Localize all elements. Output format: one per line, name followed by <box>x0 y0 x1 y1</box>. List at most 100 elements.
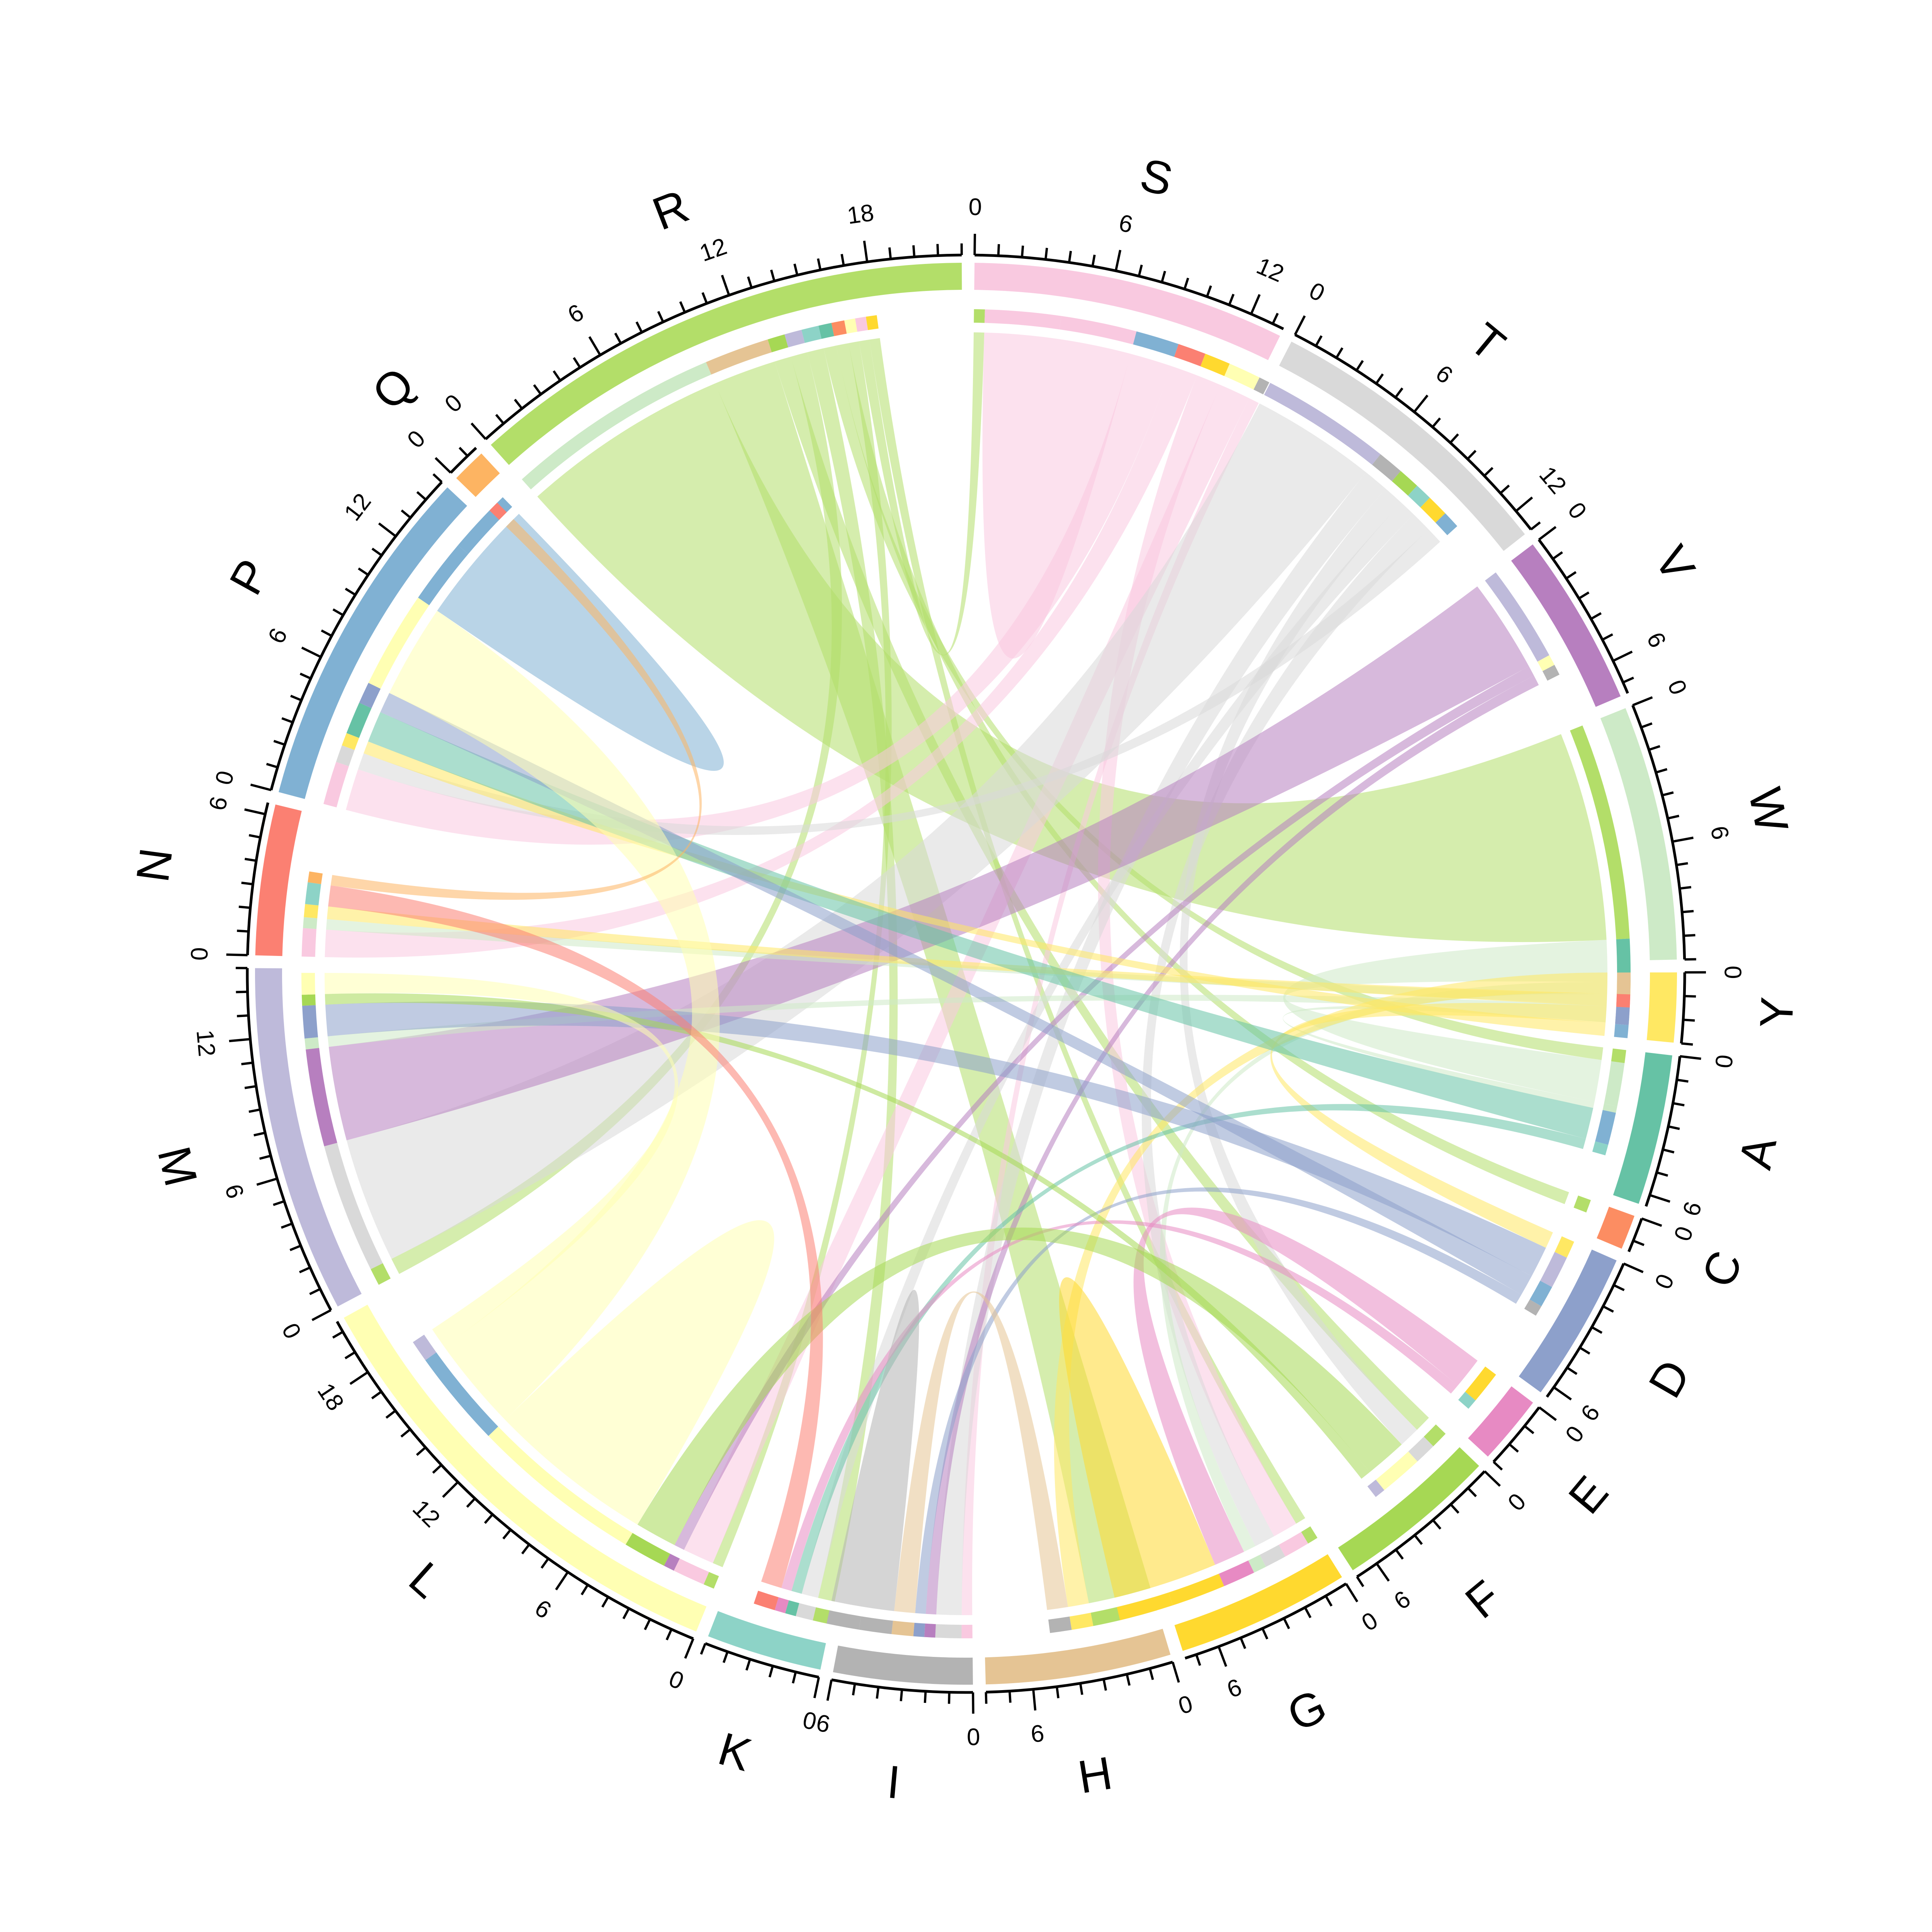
sector-label-Q: Q <box>362 357 424 420</box>
tick-R-14 <box>770 269 776 282</box>
tick-M-6 <box>256 1177 278 1186</box>
tick-S-4 <box>1068 251 1072 263</box>
tick-F-5 <box>1395 1549 1404 1560</box>
sector-label-S: S <box>1135 148 1177 206</box>
tick-S-12 <box>1250 294 1261 315</box>
tick-label-D-6: 6 <box>1576 1400 1605 1426</box>
axis-T <box>1294 333 1532 531</box>
link-band-R-S <box>855 316 868 332</box>
tick-D-3 <box>1591 1326 1603 1334</box>
link-band-G-T <box>1260 1544 1286 1567</box>
tick-label-T-0: 0 <box>1305 277 1329 307</box>
ribbon-L-L <box>505 1220 774 1525</box>
ribbon-S-S <box>982 332 1131 659</box>
ribbon-T-F <box>1180 488 1417 1445</box>
tick-G-2 <box>1304 1607 1312 1618</box>
link-band-L-V <box>664 1553 680 1571</box>
tick-F-2 <box>1450 1503 1459 1514</box>
tick-Q-0 <box>434 457 452 474</box>
tick-F-4 <box>1413 1534 1423 1545</box>
tick-M-13 <box>237 1014 249 1017</box>
link-band-G-G <box>1117 1592 1173 1621</box>
sector-V <box>1511 544 1621 707</box>
link-band-R-M <box>784 330 805 348</box>
link-band-R-A <box>818 323 834 339</box>
tick-P-4 <box>290 695 302 702</box>
tick-T-9 <box>1466 450 1477 460</box>
tick-V-6 <box>1612 650 1633 662</box>
link-band-P-A <box>346 702 372 738</box>
tick-P-0 <box>250 783 272 791</box>
link-band-H-Y <box>1070 1612 1094 1630</box>
sector-D <box>1519 1249 1617 1393</box>
tick-R-11 <box>701 292 708 304</box>
tick-K-1 <box>792 1672 797 1684</box>
link-band-N-W <box>303 917 318 929</box>
tick-T-11 <box>1500 485 1510 494</box>
tick-R-8 <box>635 321 643 333</box>
tick-R-3 <box>533 384 542 395</box>
tick-G-0 <box>1345 1583 1359 1602</box>
tick-K-5 <box>700 1643 707 1655</box>
link-band-D-P <box>1529 1281 1552 1306</box>
link-band-P-P <box>418 545 468 605</box>
tick-A-4 <box>1662 1148 1675 1154</box>
tick-N-5 <box>248 834 261 839</box>
sector-label-N: N <box>126 845 182 885</box>
axis-N <box>246 802 269 955</box>
link-band-C-R <box>1573 1195 1591 1213</box>
axis-E <box>1492 1406 1541 1463</box>
link-band-P-D <box>359 683 381 708</box>
link-band-R-C <box>831 320 847 336</box>
link-band-A-K <box>1592 1141 1609 1156</box>
tick-label-V-6: 6 <box>1641 628 1671 652</box>
tick-L-11 <box>466 1498 476 1508</box>
tick-T-13 <box>1530 521 1541 531</box>
axis-S <box>975 253 1284 330</box>
tick-R-12 <box>721 275 730 296</box>
tick-S-2 <box>1020 245 1024 257</box>
link-band-A-W <box>1602 1104 1617 1113</box>
link-band-V-L <box>1537 655 1554 671</box>
tick-P-9 <box>345 587 356 596</box>
tick-label-G-0: 0 <box>1357 1607 1383 1637</box>
tick-N-4 <box>245 857 257 862</box>
ribbon-R-S <box>859 332 985 656</box>
tick-label-M-6: 6 <box>219 1181 249 1202</box>
tick-P-7 <box>321 629 332 637</box>
tick-S-9 <box>1183 277 1189 289</box>
sector-label-D: D <box>1639 1351 1700 1406</box>
tick-L-1 <box>665 1629 673 1641</box>
sector-P <box>279 487 467 799</box>
link-band-G-W <box>1248 1554 1266 1573</box>
tick-R-13 <box>747 276 753 288</box>
sector-Q <box>456 453 500 497</box>
link-band-I-T <box>935 1624 962 1638</box>
link-band-L-L <box>553 1484 633 1545</box>
link-band-P-S <box>323 762 349 808</box>
tick-H-2 <box>1126 1674 1131 1686</box>
tick-L-17 <box>371 1391 382 1400</box>
tick-T-10 <box>1483 467 1494 477</box>
link-band-F-L <box>1376 1451 1418 1490</box>
link-band-L-F <box>626 1533 670 1566</box>
tick-label-W-6: 6 <box>1705 824 1734 842</box>
link-band-R-F <box>767 334 788 352</box>
tick-label-L-6: 6 <box>530 1595 556 1624</box>
tick-R-0 <box>470 422 487 440</box>
tick-label-A-0: 0 <box>1711 1053 1739 1070</box>
tick-W-6 <box>1672 837 1694 843</box>
tick-K-4 <box>723 1651 729 1663</box>
tick-P-13 <box>401 509 412 519</box>
tick-R-10 <box>679 301 686 313</box>
sector-Y <box>1646 972 1677 1043</box>
sector-L <box>344 1304 707 1632</box>
tick-T-8 <box>1449 433 1459 444</box>
tick-M-9 <box>248 1108 261 1113</box>
tick-I-3 <box>900 1689 903 1701</box>
tick-L-6 <box>555 1571 569 1590</box>
ribbon-R-H <box>715 361 1151 1604</box>
tick-V-0 <box>1538 526 1557 541</box>
link-band-V-I <box>1542 665 1560 681</box>
